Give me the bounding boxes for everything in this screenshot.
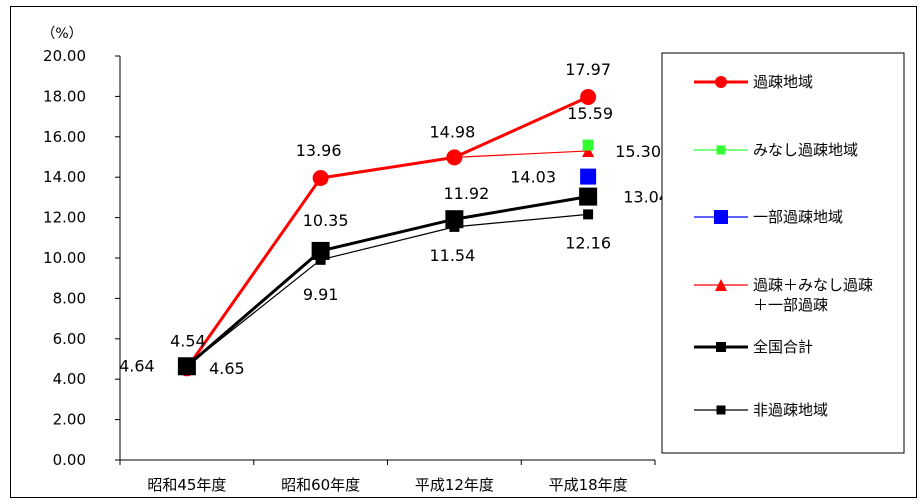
- legend-marker: [715, 279, 727, 291]
- legend-box: [661, 52, 905, 454]
- data-label: 15.59: [567, 104, 613, 123]
- legend-label: 非過疎地域: [753, 401, 828, 419]
- data-label: 11.92: [443, 184, 489, 203]
- data-point: [177, 357, 196, 376]
- y-tick-label: 4.00: [53, 370, 86, 388]
- data-point: [583, 209, 594, 220]
- series-line: [185, 195, 589, 368]
- data-label: 4.54: [170, 331, 206, 350]
- y-tick-label: 2.00: [53, 411, 86, 429]
- data-point: [582, 144, 595, 157]
- data-point: [311, 241, 330, 260]
- data-label: 9.91: [303, 285, 339, 304]
- legend-label: 全国合計: [753, 338, 813, 356]
- x-tick-label: 平成18年度: [549, 476, 628, 494]
- y-tick-label: 20.00: [43, 47, 86, 65]
- legend-marker: [716, 145, 726, 155]
- data-label: 10.35: [303, 211, 349, 230]
- data-point: [446, 149, 463, 166]
- y-unit-label: （%）: [41, 26, 82, 42]
- legend-label: みなし過疎地域: [753, 141, 858, 159]
- y-tick-label: 18.00: [43, 87, 86, 105]
- data-label: 13.96: [296, 141, 342, 160]
- data-label: 12.16: [565, 233, 611, 252]
- x-tick-label: 平成12年度: [415, 476, 494, 494]
- legend-marker: [715, 76, 727, 88]
- data-label: 15.30: [615, 142, 661, 161]
- legend-marker: [716, 405, 726, 415]
- x-tick-label: 昭和45年度: [147, 476, 226, 494]
- y-tick-label: 14.00: [43, 168, 86, 186]
- legend-label: ＋一部過疎: [753, 296, 828, 314]
- data-point: [580, 89, 597, 106]
- data-point: [445, 210, 464, 229]
- y-tick-label: 12.00: [43, 209, 86, 227]
- y-tick-label: 8.00: [53, 289, 86, 307]
- data-label: 17.97: [565, 60, 611, 79]
- series-line: [185, 95, 589, 370]
- data-label: 4.64: [119, 356, 155, 375]
- legend-marker: [714, 210, 728, 224]
- y-tick-label: 0.00: [53, 451, 86, 469]
- data-point: [579, 187, 598, 206]
- data-label: 14.98: [429, 122, 475, 141]
- y-tick-label: 16.00: [43, 128, 86, 146]
- data-point: [312, 170, 329, 187]
- data-point: [582, 139, 594, 151]
- legend-label: 一部過疎地域: [753, 208, 843, 226]
- y-tick-label: 10.00: [43, 249, 86, 267]
- x-tick-label: 昭和60年度: [281, 476, 360, 494]
- series-line: [186, 213, 589, 367]
- data-label: 11.54: [429, 246, 475, 265]
- y-tick-label: 6.00: [53, 330, 86, 348]
- data-label: 4.65: [209, 359, 245, 378]
- legend-label: 過疎＋みなし過疎: [753, 276, 873, 294]
- data-label: 14.03: [510, 168, 556, 187]
- legend-marker: [716, 342, 726, 352]
- legend-label: 過疎地域: [753, 73, 813, 91]
- data-point: [580, 168, 597, 185]
- data-label: 13.04: [623, 188, 669, 207]
